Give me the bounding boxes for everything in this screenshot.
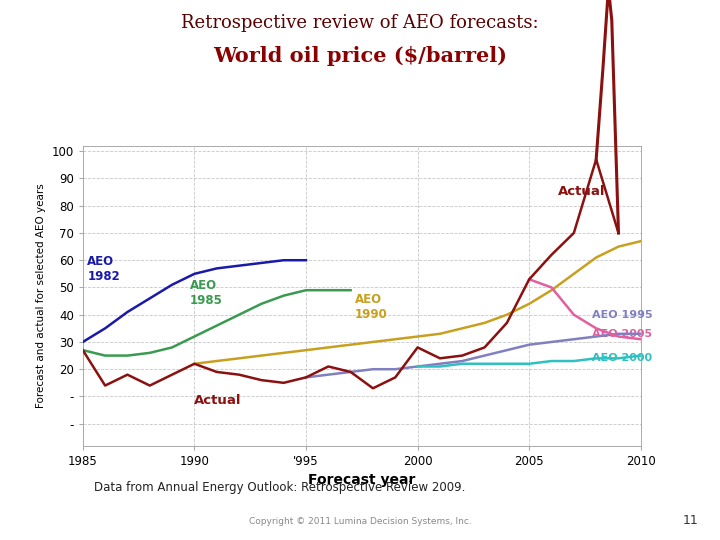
Text: Copyright © 2011 Lumina Decision Systems, Inc.: Copyright © 2011 Lumina Decision Systems… — [248, 517, 472, 526]
Text: Data from Annual Energy Outlook: Retrospective Review 2009.: Data from Annual Energy Outlook: Retrosp… — [94, 481, 465, 494]
Text: AEO
1985: AEO 1985 — [190, 279, 222, 307]
Text: Actual: Actual — [194, 394, 242, 407]
Text: World oil price ($/barrel): World oil price ($/barrel) — [213, 46, 507, 66]
Text: AEO
1982: AEO 1982 — [87, 255, 120, 283]
Text: AEO
1990: AEO 1990 — [355, 293, 388, 321]
Text: 11: 11 — [683, 514, 698, 526]
Text: Actual: Actual — [558, 185, 606, 198]
Text: AEO 2005: AEO 2005 — [592, 329, 652, 339]
Y-axis label: Forecast and actual for selected AEO years: Forecast and actual for selected AEO yea… — [36, 183, 46, 408]
Text: AEO 1995: AEO 1995 — [592, 310, 652, 320]
X-axis label: Forecast year: Forecast year — [308, 473, 415, 487]
Text: Retrospective review of AEO forecasts:: Retrospective review of AEO forecasts: — [181, 14, 539, 31]
Text: AEO 2000: AEO 2000 — [592, 353, 652, 363]
